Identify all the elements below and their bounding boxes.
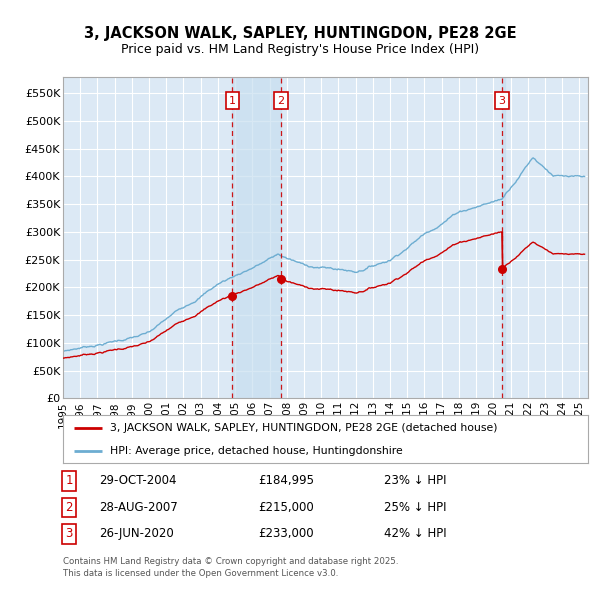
Text: Price paid vs. HM Land Registry's House Price Index (HPI): Price paid vs. HM Land Registry's House … [121, 43, 479, 56]
Text: £184,995: £184,995 [258, 474, 314, 487]
Text: This data is licensed under the Open Government Licence v3.0.: This data is licensed under the Open Gov… [63, 569, 338, 578]
Text: 2: 2 [65, 501, 73, 514]
Text: 3, JACKSON WALK, SAPLEY, HUNTINGDON, PE28 2GE (detached house): 3, JACKSON WALK, SAPLEY, HUNTINGDON, PE2… [110, 423, 498, 433]
Text: 3, JACKSON WALK, SAPLEY, HUNTINGDON, PE28 2GE: 3, JACKSON WALK, SAPLEY, HUNTINGDON, PE2… [83, 27, 517, 41]
Text: 3: 3 [499, 96, 505, 106]
Text: 26-JUN-2020: 26-JUN-2020 [99, 527, 174, 540]
Text: 2: 2 [278, 96, 284, 106]
Text: £215,000: £215,000 [258, 501, 314, 514]
Text: 1: 1 [65, 474, 73, 487]
Text: 1: 1 [229, 96, 236, 106]
Text: Contains HM Land Registry data © Crown copyright and database right 2025.: Contains HM Land Registry data © Crown c… [63, 558, 398, 566]
Bar [502, 77, 505, 398]
Text: 28-AUG-2007: 28-AUG-2007 [99, 501, 178, 514]
Text: £233,000: £233,000 [258, 527, 314, 540]
Bar [232, 77, 281, 398]
Text: 29-OCT-2004: 29-OCT-2004 [99, 474, 176, 487]
Text: 25% ↓ HPI: 25% ↓ HPI [384, 501, 446, 514]
Text: HPI: Average price, detached house, Huntingdonshire: HPI: Average price, detached house, Hunt… [110, 446, 403, 456]
Text: 3: 3 [65, 527, 73, 540]
Text: 42% ↓ HPI: 42% ↓ HPI [384, 527, 446, 540]
Text: 23% ↓ HPI: 23% ↓ HPI [384, 474, 446, 487]
